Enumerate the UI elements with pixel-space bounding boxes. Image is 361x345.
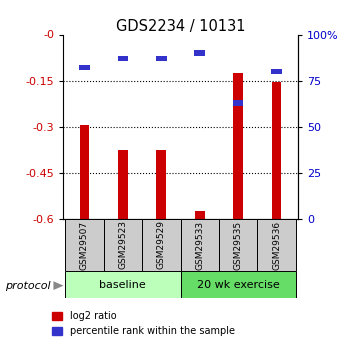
- Text: GSM29533: GSM29533: [195, 220, 204, 269]
- Bar: [271, 69, 282, 74]
- Text: 20 wk exercise: 20 wk exercise: [197, 280, 279, 289]
- Bar: [195, 211, 205, 219]
- FancyBboxPatch shape: [180, 271, 296, 298]
- FancyBboxPatch shape: [65, 219, 104, 271]
- Bar: [79, 65, 90, 70]
- Bar: [118, 150, 127, 219]
- Text: protocol: protocol: [5, 281, 51, 290]
- Text: GSM29523: GSM29523: [118, 220, 127, 269]
- Bar: [156, 56, 166, 61]
- Text: GSM29507: GSM29507: [80, 220, 89, 269]
- Bar: [118, 56, 128, 61]
- FancyBboxPatch shape: [104, 219, 142, 271]
- Text: GSM29536: GSM29536: [272, 220, 281, 269]
- FancyBboxPatch shape: [180, 219, 219, 271]
- Bar: [233, 100, 243, 106]
- Text: baseline: baseline: [99, 280, 146, 289]
- Polygon shape: [53, 281, 64, 290]
- Text: GSM29529: GSM29529: [157, 220, 166, 269]
- FancyBboxPatch shape: [65, 271, 180, 298]
- Bar: [272, 82, 282, 219]
- Text: GSM29535: GSM29535: [234, 220, 243, 269]
- Text: GDS2234 / 10131: GDS2234 / 10131: [116, 19, 245, 34]
- FancyBboxPatch shape: [142, 219, 180, 271]
- FancyBboxPatch shape: [219, 219, 257, 271]
- Bar: [156, 150, 166, 219]
- Bar: [79, 125, 89, 219]
- FancyBboxPatch shape: [257, 219, 296, 271]
- Bar: [195, 50, 205, 56]
- Legend: log2 ratio, percentile rank within the sample: log2 ratio, percentile rank within the s…: [48, 307, 239, 340]
- Bar: [234, 73, 243, 219]
